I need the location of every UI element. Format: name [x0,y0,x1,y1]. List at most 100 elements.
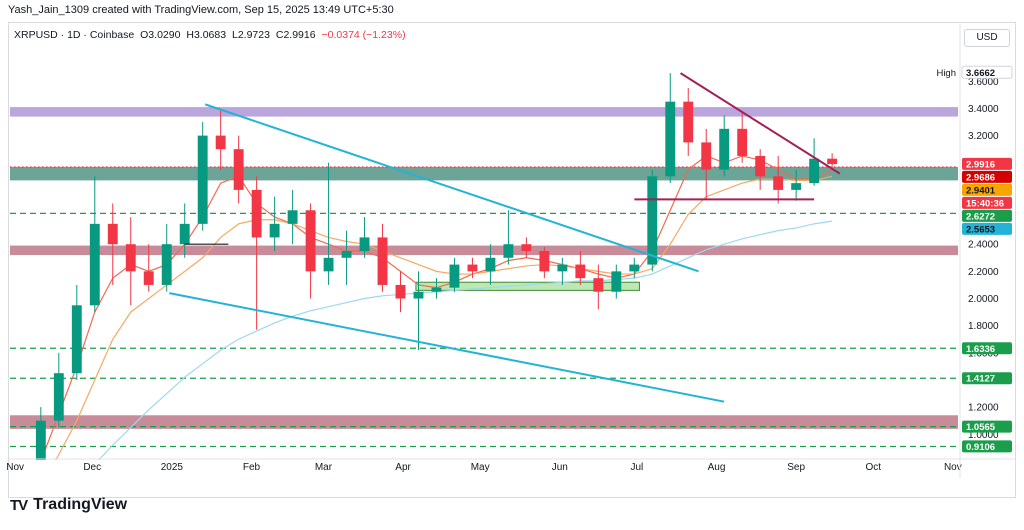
price-label-bg [962,440,1012,453]
candle-body [269,223,280,238]
moving-average-ma_mid [55,175,833,460]
candle-body [827,158,838,165]
price-label: 1.4127 [962,372,1012,385]
price-label-bg [961,65,1013,79]
x-tick-label: Sep [787,462,805,473]
price-label: 1.0565 [962,420,1012,433]
candle-body [755,155,766,177]
price-label-bg [962,342,1012,355]
price-label: 1.6336 [962,342,1012,355]
tradingview-brand: TV TradingView [10,496,127,514]
x-tick-label: Aug [708,462,726,473]
resistance-zone-purple [10,107,958,117]
price-label: 2.9686 [962,170,1012,183]
y-tick-label: 1.0000 [968,430,999,441]
high-value: H3.0683 [186,29,227,41]
price-label: 0.9106 [962,440,1012,453]
price-label-value: 0.9106 [966,442,995,453]
price-label-value: 3.6662 [966,68,995,79]
price-label: 2.9916 [962,157,1012,170]
price-label-bg [962,372,1012,385]
candle-body [179,223,190,245]
candle-body [629,264,640,272]
price-label-tag: High [936,68,956,79]
candle-body [71,305,82,374]
chart-credit: Yash_Jain_1309 created with TradingView.… [8,4,394,16]
x-tick-label: Jul [630,462,643,473]
candle-body [251,189,262,238]
price-label-value: 2.6272 [966,211,995,222]
candle-body [323,257,334,272]
x-tick-label: Oct [865,462,881,473]
candle-body [485,257,496,272]
price-label-bg [962,222,1012,235]
price-label-value: 2.9401 [966,185,996,196]
x-tick-label: Nov [6,462,24,473]
moving-average-ma_fast [40,155,833,460]
change-value: −0.0374 (−1.23%) [321,29,406,41]
candle-body [35,420,46,460]
price-label: 15:40:36 [962,196,1012,209]
y-tick-label: 2.0000 [968,294,999,305]
price-label: 2.6272 [962,209,1012,222]
x-tick-label: Feb [243,462,261,473]
price-label-value: 2.9686 [966,172,995,183]
candle-body [413,291,424,299]
candle-body [539,251,550,272]
price-label: 2.5653 [962,222,1012,235]
price-label-bg [962,183,1012,196]
candle-body [467,264,478,272]
candle-body [305,210,316,272]
candle-body [665,101,676,177]
y-tick-label: 3.6000 [968,77,999,88]
candle-body [107,223,118,245]
price-label-value: 2.9916 [966,159,995,170]
x-tick-label: Jun [552,462,568,473]
symbol-label[interactable]: XRPUSD · 1D · Coinbase [14,29,135,41]
candle-body [719,128,730,170]
candle-body [701,142,712,170]
tradingview-logo-icon: TV [10,496,28,514]
candle-body [611,271,622,292]
zone-maroon-lower [10,415,958,429]
price-label: 3.6662 High [936,65,1013,79]
candle-body [215,135,226,150]
brand-name: TradingView [33,496,128,513]
candle-body [53,373,64,421]
candle-body [233,149,244,190]
open-value: O3.0290 [140,29,181,41]
x-tick-label: Nov [944,462,962,473]
price-label-bg [962,420,1012,433]
candle-body [737,128,748,156]
y-tick-label: 3.4000 [968,104,999,115]
y-tick-label: 2.4000 [968,240,999,251]
price-label-bg [962,157,1012,170]
price-label: 2.9401 [962,183,1012,196]
trendline-channel-upper [204,103,699,273]
candle-body [575,264,586,279]
candle-body [359,237,370,251]
y-tick-label: 2.2000 [968,267,999,278]
x-tick-label: Apr [395,462,411,473]
price-label-bg [962,209,1012,222]
price-label-bg [962,196,1012,209]
candle-body [89,223,100,306]
price-label-value: 2.5653 [966,224,995,235]
price-label-value: 1.0565 [966,422,996,433]
plot-area [10,72,958,460]
support-zone-teal [10,166,958,181]
x-tick-label: May [471,462,490,473]
currency-button[interactable]: USD [964,29,1010,47]
candle-body [791,183,802,190]
x-tick-label: Dec [83,462,101,473]
candle-body [341,251,352,258]
candle-body [287,210,298,224]
price-label-value: 1.6336 [966,344,995,355]
consolidation-box-green [415,281,640,291]
x-tick-label: Mar [315,462,333,473]
candle-body [449,264,460,288]
candle-body [809,158,820,184]
y-tick-label: 1.2000 [968,403,999,414]
candle-body [377,237,388,285]
